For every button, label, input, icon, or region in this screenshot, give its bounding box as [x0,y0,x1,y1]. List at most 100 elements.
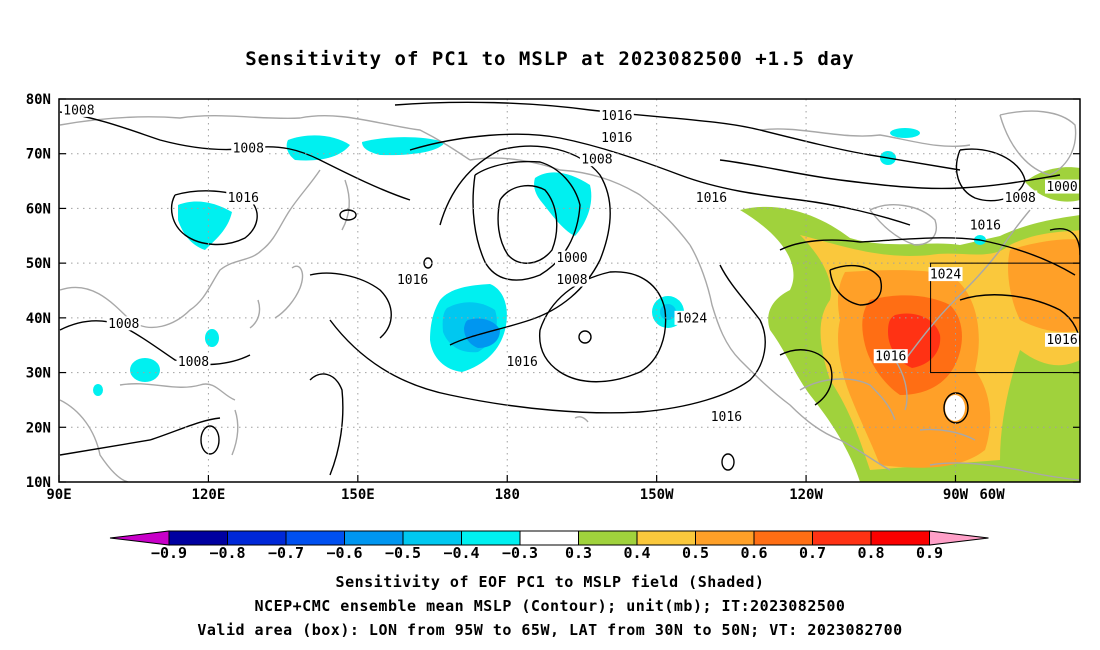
contour-small-low-1 [200,425,220,455]
axis-labels: 90E 120E 150E 180 150W 120W 90W 60W 10N 20N 30N 40N… [26,92,1006,503]
contour-small-low-6 [943,392,969,424]
lat-tick-label: 30N [26,366,51,382]
contour-1016-nw-pacific [309,272,392,339]
lat-tick-label: 70N [26,147,51,163]
contour-label-text: 1024 [930,268,961,283]
lon-tick-label: 120W [789,487,823,503]
lon-tick-label: 180 [495,487,520,503]
contour-label: 1008 [231,141,266,157]
contour-label-bg [694,190,729,205]
contour-label-text: 1016 [970,218,1001,233]
colorbar-segment [227,530,287,546]
contour-label: 1016 [395,272,430,288]
contour-label-bg [176,354,211,369]
contour-label: 1008 [554,272,589,288]
caption-valid-area: Valid area (box): LON from 95W to 65W, L… [197,621,903,639]
contour-1008-canada [719,159,1061,190]
contour-label-text: 1016 [696,191,727,206]
colorbar-high-triangle [929,530,989,546]
contour-1016-north-2 [409,133,911,226]
contour-1024-high [538,271,667,383]
lat-tick-label: 80N [26,92,51,108]
coast-hawaii [574,416,589,423]
contour-label: 1016 [599,130,634,146]
shade-negative-china [130,358,160,382]
colorbar-segment [285,530,345,546]
contour-label-text: 1016 [397,273,428,288]
contour-1016-aleutian-outer [439,145,611,346]
contour-label: 1016 [709,409,744,425]
colorbar-label: 0.8 [857,544,884,562]
lat-tick-label: 10N [26,475,51,491]
shade-negative-arctic-3 [890,128,920,138]
coast-seasia [59,399,129,482]
contour-label-bg [928,267,963,282]
colorbar-label: 0.4 [623,544,650,562]
coast-asia-north [59,115,471,161]
lat-tick-label: 40N [26,311,51,327]
contour-1024-na [829,264,882,306]
contour-label-text: 1016 [875,350,906,365]
caption-contour: NCEP+CMC ensemble mean MSLP (Contour); u… [254,597,846,615]
contour-label: 1016 [968,217,1003,233]
shade-negative-india [93,384,103,396]
contour-1016-na [779,237,1076,276]
contour-label-text: 1016 [1046,333,1077,348]
coast-kamchatka [341,179,350,231]
lat-tick-label: 20N [26,420,51,436]
contour-label: 1016 [226,190,261,206]
contour-1016-north [394,101,961,171]
figure-title: Sensitivity of PC1 to MSLP at 2023082500… [245,48,855,70]
shade-negative-alaska [534,172,592,236]
colorbar-label: −0.8 [209,544,245,562]
colorbar-segment [870,530,930,546]
contour-label-bg [599,108,634,123]
contour-label: 1000 [554,250,589,266]
contour-label: 1008 [176,354,211,370]
contour-label: 1016 [599,108,634,124]
shade-negative-siberia [178,201,232,250]
colorbar-segment [812,530,872,546]
contour-label-text: 1016 [601,131,632,146]
colorbar-label: 0.7 [799,544,826,562]
contour-label: 1016 [1045,332,1079,348]
colorbar-segment [695,530,755,546]
coast-hudson [869,204,937,246]
contour-1008-asia [59,320,251,366]
coast-alaska [469,157,691,246]
colorbar-label: −0.5 [385,544,421,562]
contour-label-text: 1000 [1046,180,1077,195]
contour-label-bg [505,354,540,369]
colorbar-label: −0.6 [326,544,362,562]
colorbar-segment [519,530,579,546]
contour-label-bg [226,190,261,205]
coast-korea [249,299,261,329]
contour-label-text: 1008 [108,317,139,332]
mslp-contours [59,101,1080,476]
lon-tick-label: 120E [192,487,226,503]
contour-label-text: 1016 [228,191,259,206]
shade-negative-east-pacific-core [660,304,676,320]
coast-caribbean [919,428,976,441]
contour-label: 1024 [674,310,709,326]
coast-greenland [999,110,1077,176]
contour-label-bg [554,272,589,287]
coast-philippines [231,409,239,456]
contour-label-text: 1008 [63,103,94,118]
contour-label: 1008 [106,316,141,332]
contour-1008-asia-south [59,417,221,456]
contour-small-low-5 [339,209,357,221]
colorbar-segment [578,530,638,546]
coast-central-america [839,439,891,471]
colorbar: −0.9 −0.8 −0.7 −0.6 −0.5 −0.4 −0.3 0.3 0.4 0.5 0.6… [109,530,989,562]
contour-label-text: 1008 [581,153,612,168]
contour-label-bg [1003,190,1038,205]
colorbar-segment [402,530,462,546]
contour-label-bg [1045,332,1079,347]
colorbar-label: 0.3 [565,544,592,562]
colorbar-label: −0.9 [151,544,187,562]
colorbar-low-triangle [109,530,170,546]
lon-tick-label: 90W [943,487,969,503]
contour-label-bg [674,310,709,325]
